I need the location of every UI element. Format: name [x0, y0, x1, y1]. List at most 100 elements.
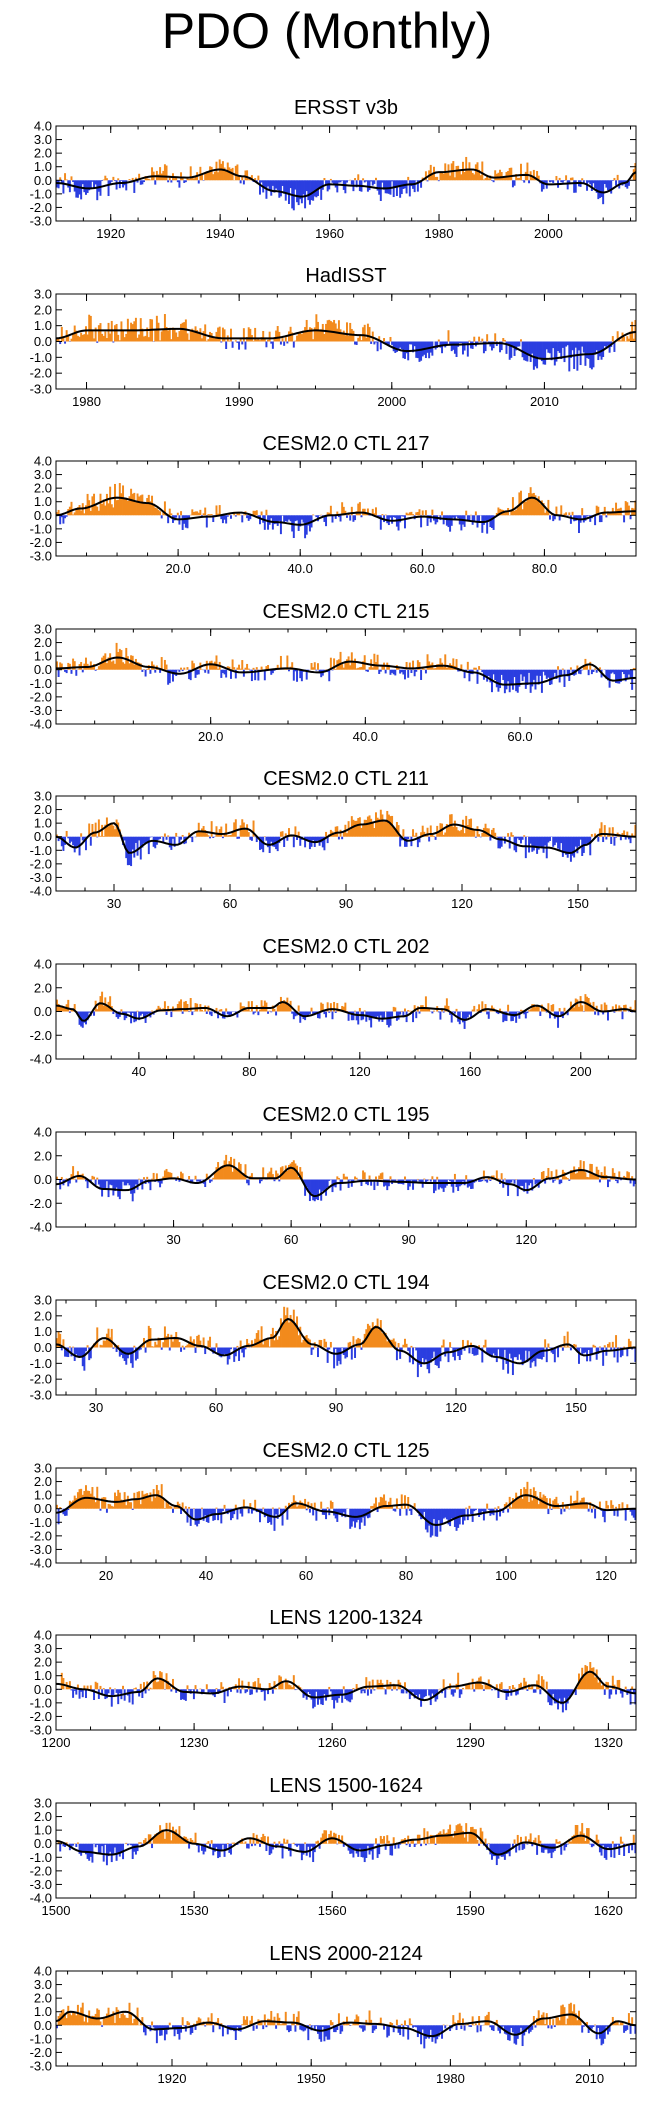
- pdo-bar: [611, 827, 614, 837]
- pdo-bar: [194, 1003, 197, 1012]
- pdo-bar: [215, 1007, 218, 1012]
- pdo-bar: [426, 341, 429, 353]
- pdo-bar: [405, 836, 408, 847]
- pdo-bar: [152, 2025, 155, 2028]
- smoothed-pdo-line: [55, 168, 637, 198]
- pdo-bar: [470, 1508, 473, 1514]
- pdo-bar: [147, 1496, 150, 1509]
- pdo-bar: [545, 1681, 548, 1690]
- pdo-bar: [68, 180, 71, 193]
- pdo-bar: [107, 657, 110, 670]
- pdo-bar: [115, 500, 118, 516]
- pdo-bar: [168, 2022, 171, 2026]
- pdo-bar: [499, 1347, 502, 1358]
- pdo-bar: [576, 1490, 579, 1509]
- pdo-bar: [130, 488, 133, 516]
- pdo-bar: [186, 2021, 189, 2026]
- pdo-bar: [515, 1011, 518, 1023]
- pdo-bar: [594, 515, 597, 526]
- pdo-bar: [157, 836, 160, 840]
- pdo-bar: [613, 1508, 616, 1516]
- pdo-bar: [502, 176, 505, 181]
- pdo-bar: [154, 180, 157, 185]
- pdo-bar: [112, 1179, 115, 1196]
- pdo-bar: [460, 1825, 463, 1844]
- pdo-bar: [101, 503, 104, 516]
- pdo-bar: [257, 669, 260, 681]
- pdo-bar: [346, 1010, 348, 1012]
- pdo-bar: [355, 1684, 358, 1690]
- pdo-bar: [529, 1687, 532, 1690]
- pdo-bar: [500, 1010, 503, 1012]
- pdo-bar: [176, 336, 179, 342]
- pdo-bar: [283, 341, 286, 346]
- pdo-bar: [189, 998, 192, 1012]
- pdo-bar: [305, 836, 308, 840]
- pdo-bar: [325, 323, 328, 342]
- pdo-bar: [218, 1347, 221, 1357]
- pdo-bar: [503, 512, 506, 516]
- pdo-bar: [534, 1007, 537, 1012]
- pdo-bar: [294, 1011, 297, 1017]
- pdo-bar: [141, 1179, 144, 1190]
- pdo-bar: [412, 660, 415, 670]
- pdo-bar: [474, 511, 477, 516]
- pdo-bar: [603, 180, 606, 185]
- pdo-bar: [296, 180, 299, 203]
- pdo-bar: [207, 514, 210, 516]
- pdo-bar: [553, 669, 556, 673]
- pdo-bar: [607, 341, 609, 346]
- pdo-bar: [524, 1681, 527, 1690]
- pdo-bar: [611, 1841, 614, 1844]
- pdo-bar: [384, 341, 387, 343]
- pdo-bar: [515, 1689, 518, 1696]
- y-tick-label: -2.0: [30, 200, 52, 215]
- pdo-bar: [110, 822, 113, 837]
- pdo-bar: [346, 1176, 348, 1180]
- pdo-bar: [515, 174, 518, 181]
- pdo-bar: [149, 1328, 152, 1348]
- pdo-bar: [531, 669, 534, 687]
- pdo-bar: [292, 1495, 295, 1509]
- pdo-bar: [68, 1681, 71, 1690]
- pdo-bar: [494, 1689, 497, 1691]
- pdo-bar: [453, 177, 456, 181]
- pdo-bar: [236, 1011, 239, 1018]
- pdo-bar: [389, 336, 392, 342]
- pdo-bar: [160, 657, 163, 670]
- pdo-bar: [159, 1495, 162, 1509]
- pdo-bar: [607, 1011, 609, 1021]
- pdo-bar: [139, 180, 142, 185]
- pdo-bar: [421, 1508, 424, 1519]
- pdo-bar: [586, 836, 589, 844]
- pdo-bar: [294, 515, 297, 522]
- pdo-bar: [537, 496, 540, 516]
- pdo-bar: [482, 179, 485, 181]
- pdo-bar: [99, 323, 102, 342]
- pdo-bar: [358, 1338, 361, 1348]
- pdo-bar: [465, 669, 468, 671]
- pdo-bar: [117, 178, 120, 181]
- pdo-bar: [597, 836, 600, 842]
- chart-svg: -3.0-2.0-1.00.01.02.03.030 60 90 120 150: [30, 1293, 637, 1415]
- pdo-bar: [529, 836, 532, 844]
- pdo-bar: [426, 1179, 429, 1182]
- pdo-bar: [118, 648, 121, 670]
- pdo-bar: [518, 1497, 521, 1509]
- pdo-bar: [528, 1347, 531, 1352]
- pdo-bar: [283, 1171, 286, 1180]
- pdo-bar: [492, 515, 495, 530]
- pdo-bar: [520, 1179, 522, 1186]
- pdo-bar: [105, 493, 108, 516]
- pdo-bar: [223, 329, 226, 342]
- pdo-bar: [168, 508, 171, 516]
- pdo-bar: [502, 1508, 505, 1513]
- pdo-bar: [397, 341, 400, 350]
- pdo-bar: [611, 1504, 614, 1509]
- pdo-bar: [566, 341, 569, 346]
- pdo-bar: [263, 338, 266, 342]
- pdo-bar: [168, 836, 171, 848]
- pdo-bar: [486, 334, 489, 342]
- pdo-bar: [442, 834, 445, 837]
- pdo-bar: [180, 172, 183, 181]
